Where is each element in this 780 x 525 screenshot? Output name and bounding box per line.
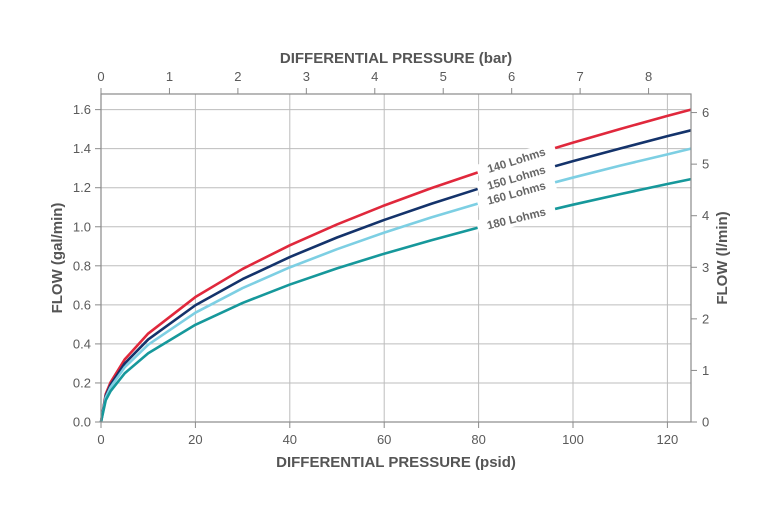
y-tick-label: 0.6 <box>73 297 91 312</box>
y-tick-label: 1.6 <box>73 102 91 117</box>
top-x-tick-label: 3 <box>303 69 310 84</box>
y-tick-label: 0.4 <box>73 336 91 351</box>
top-x-tick-label: 1 <box>166 69 173 84</box>
series-line-180-lohms <box>99 177 692 423</box>
series-layer <box>99 108 692 423</box>
right-y-tick-label: 6 <box>702 105 709 120</box>
top-x-axis-title: DIFFERENTIAL PRESSURE (bar) <box>280 50 512 67</box>
series-line-150-lohms <box>99 129 692 423</box>
right-y-tick-label: 3 <box>702 260 709 275</box>
y-tick-label: 0.0 <box>73 415 91 430</box>
top-x-tick-label: 0 <box>97 69 104 84</box>
x-tick-label: 0 <box>97 432 104 447</box>
y-tick-label: 1.2 <box>73 180 91 195</box>
x-axis-title: DIFFERENTIAL PRESSURE (psid) <box>276 454 516 471</box>
x-tick-label: 80 <box>471 432 485 447</box>
grid-layer <box>101 94 691 422</box>
series-line-160-lohms <box>99 147 692 423</box>
top-x-tick-label: 5 <box>440 69 447 84</box>
right-y-tick-label: 5 <box>702 157 709 172</box>
series-line-140-lohms <box>99 108 692 423</box>
curve-label-bg <box>475 201 557 236</box>
right-y-tick-label: 0 <box>702 415 709 430</box>
plot-border <box>100 93 692 423</box>
x-tick-label: 20 <box>188 432 202 447</box>
top-x-tick-label: 7 <box>577 69 584 84</box>
y-tick-label: 0.8 <box>73 258 91 273</box>
right-y-tick-label: 1 <box>702 363 709 378</box>
curve-label-bg <box>475 175 558 211</box>
y-tick-label: 1.0 <box>73 219 91 234</box>
curve-label-text: 180 Lohms <box>486 206 547 232</box>
right-y-axis-title: FLOW (l/min) <box>714 211 731 304</box>
plot-frame <box>100 93 692 423</box>
top-x-tick-label: 4 <box>371 69 378 84</box>
x-tick-label: 40 <box>283 432 297 447</box>
x-tick-label: 120 <box>657 432 679 447</box>
right-y-tick-label: 4 <box>702 208 709 223</box>
top-x-tick-label: 2 <box>234 69 241 84</box>
y-tick-label: 1.4 <box>73 141 91 156</box>
y-tick-label: 0.2 <box>73 375 91 390</box>
top-x-tick-label: 8 <box>645 69 652 84</box>
top-x-tick-label: 6 <box>508 69 515 84</box>
x-tick-label: 100 <box>562 432 584 447</box>
y-axis-title: FLOW (gal/min) <box>49 203 66 314</box>
curve-label-bg <box>475 158 558 197</box>
x-tick-label: 60 <box>377 432 391 447</box>
right-y-tick-label: 2 <box>702 311 709 326</box>
curve-label-bg <box>475 140 558 180</box>
